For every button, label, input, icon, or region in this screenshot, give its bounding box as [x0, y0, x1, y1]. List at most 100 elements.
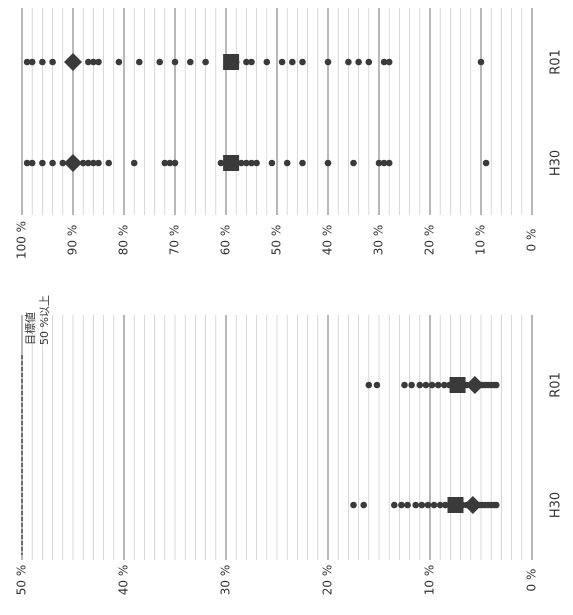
panel2-tick-label: 70 % [168, 225, 182, 256]
panel2-data-point [217, 159, 225, 167]
panel2-data-point [375, 159, 383, 167]
panel1-data-point [373, 381, 381, 389]
panel2-tick-label: 30 % [372, 225, 386, 256]
panel2-data-point [59, 159, 67, 167]
panel1-target-label: 目標値 [23, 312, 37, 345]
panel1-data-point [401, 381, 408, 389]
panel2-data-point [380, 159, 388, 167]
panel1-tick-label: 10 % [423, 565, 437, 596]
panel2-category-label: H30 [549, 150, 564, 176]
panel2-data-point [166, 159, 174, 167]
panel2-data-point [365, 58, 373, 66]
panel2-data-point [243, 58, 250, 66]
panel1-data-point [408, 381, 415, 389]
panel2-data-point [187, 58, 194, 66]
panel2-median-marker [64, 53, 82, 71]
panel2-tick-label: 0 % [525, 229, 539, 252]
panel1-data-point [424, 501, 432, 509]
panel2-data-point [324, 58, 332, 66]
panel1-data-point [428, 381, 436, 389]
panel1-data-point [360, 501, 368, 509]
panel1-data-point [398, 501, 405, 509]
panel2-data-point [299, 159, 306, 167]
panel2-data-point [90, 159, 97, 167]
panel2-data-point [477, 58, 485, 66]
panel2-data-point [23, 159, 31, 167]
panel2-data-point [95, 159, 102, 167]
panel2-data-point [263, 58, 271, 66]
panel1-mean-marker [449, 377, 466, 393]
panel1-tick-label: 20 % [321, 565, 335, 596]
panel2-tick-label: 60 % [219, 225, 233, 256]
panel2-data-point [171, 58, 179, 66]
panel2-mean-marker [223, 54, 240, 70]
panel1-data-point [422, 381, 430, 389]
panel1-data-point [440, 381, 448, 389]
panel2-data-point [90, 58, 97, 66]
panel2-data-point [161, 159, 169, 167]
panel1-data-point [493, 381, 500, 389]
panel2-data-point [238, 159, 245, 167]
panel1-data-point [365, 381, 373, 389]
panel2-median-marker [64, 154, 82, 172]
panel2-data-point [130, 159, 138, 167]
panel2-tick-label: 10 % [474, 225, 488, 256]
panel2-mean-marker [223, 155, 240, 171]
panel2-data-point [248, 58, 255, 66]
panel1-tick-label: 30 % [219, 565, 233, 596]
panel1-data-point [430, 501, 438, 509]
panel2-tick-label: 90 % [66, 225, 80, 256]
panel1-category-label: H30 [549, 492, 564, 518]
panel2-data-point [355, 58, 362, 66]
panel2-data-point [23, 58, 31, 66]
panel2-data-point [299, 58, 306, 66]
panel2-tick-label: 40 % [321, 225, 335, 256]
panel2-data-point [28, 159, 36, 167]
panel2-data-point [268, 159, 276, 167]
panel2-data-point [39, 159, 46, 167]
panel1-data-point [404, 501, 411, 509]
panel2-data-point [283, 159, 291, 167]
panel2-category-label: R01 [549, 49, 564, 75]
panel2-tick-label: 20 % [423, 225, 437, 256]
panel1-category-label: R01 [549, 372, 564, 398]
panel2-data-point [49, 58, 56, 66]
panel2-data-point [243, 159, 250, 167]
panel2-data-point [248, 159, 255, 167]
panel2-data-point [324, 159, 332, 167]
panel2-data-point [28, 58, 36, 66]
panel2-data-point [79, 159, 87, 167]
panel1-data-point [412, 501, 420, 509]
panel2-data-point [289, 58, 296, 66]
panel2-data-point [171, 159, 179, 167]
panel2-data-point [49, 159, 56, 167]
panel2-data-point [253, 159, 260, 167]
panel2-data-point [278, 58, 286, 66]
panel2-data-point [350, 159, 357, 167]
panel2-data-point [115, 58, 123, 66]
panel2-data-point [85, 58, 92, 66]
panel2-data-point [380, 58, 388, 66]
panel2-tick-label: 80 % [117, 225, 131, 256]
panel1-data-point [350, 501, 357, 509]
panel1-data-point [391, 501, 398, 509]
panel2-data-point [39, 58, 46, 66]
panel1-median-marker [465, 376, 484, 394]
panel2-data-point [136, 58, 143, 66]
panel2-data-point [85, 159, 92, 167]
panel1-tick-label: 50 % [15, 565, 29, 596]
panel1-tick-label: 40 % [117, 565, 131, 596]
panel2-data-point [156, 58, 163, 66]
panel1-mean-marker [447, 497, 464, 513]
panel2-data-point [385, 58, 393, 66]
panel2-data-point [385, 159, 393, 167]
panel1-data-point [436, 501, 444, 509]
panel2-data-point [95, 58, 102, 66]
panel1-data-point [434, 381, 442, 389]
panel2-data-point [482, 159, 490, 167]
panel1-data-point [442, 501, 449, 509]
panel2-data-point [202, 58, 209, 66]
panel1-target-label: 50 %以上 [38, 295, 51, 345]
